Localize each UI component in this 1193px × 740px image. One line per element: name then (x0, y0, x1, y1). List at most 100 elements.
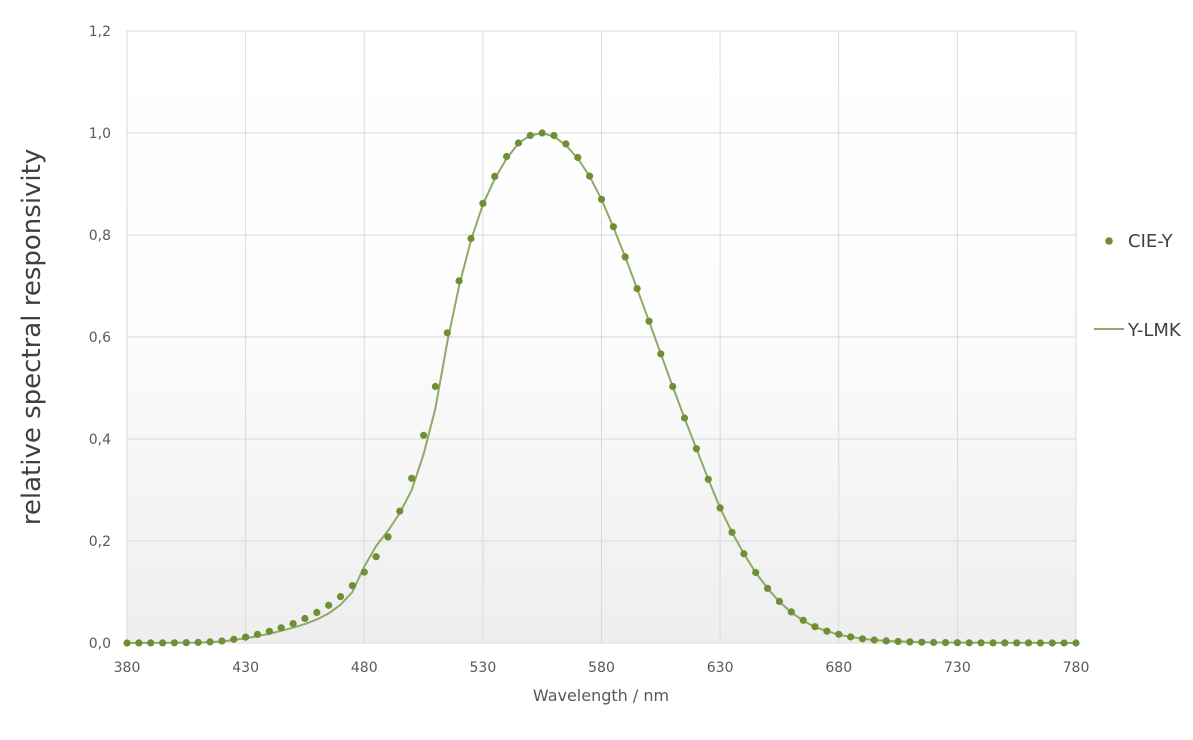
cie-y-point (1072, 639, 1080, 647)
y-tick-label: 1,2 (89, 24, 111, 40)
cie-y-point (562, 140, 570, 148)
x-tick-label: 480 (351, 660, 378, 676)
cie-y-point (965, 639, 973, 647)
y-tick-label: 0,2 (89, 534, 111, 550)
cie-y-point (716, 504, 724, 512)
cie-y-point (586, 172, 594, 180)
x-axis: 380 430 480 530 580 630 680 730 780 (114, 660, 1090, 676)
cie-y-point (348, 582, 356, 590)
cie-y-point (289, 620, 297, 628)
cie-y-point (135, 639, 143, 647)
cie-y-point (277, 624, 285, 632)
cie-y-point (336, 593, 345, 601)
cie-y-point (823, 627, 831, 635)
y-tick-label: 1,0 (89, 126, 111, 142)
y-axis: 0,0 0,2 0,4 0,6 0,8 1,0 1,2 (89, 24, 111, 652)
cie-y-point (1001, 639, 1009, 647)
y-axis-title: relative spectral responsivity (17, 149, 47, 526)
cie-y-point (918, 638, 926, 646)
cie-y-point (384, 533, 392, 541)
y-tick-label: 0,8 (89, 228, 111, 244)
cie-y-point (372, 553, 380, 561)
cie-y-point (360, 568, 368, 576)
cie-y-point (775, 597, 784, 606)
cie-y-point (538, 129, 546, 137)
cie-y-point (431, 382, 439, 391)
cie-y-point (514, 139, 523, 147)
cie-y-point (420, 431, 428, 439)
cie-y-point (1013, 639, 1021, 647)
cie-y-point (1060, 639, 1068, 647)
x-axis-title: Wavelength / nm (533, 686, 669, 705)
cie-y-point (1048, 639, 1056, 647)
cie-y-point (740, 550, 748, 558)
y-tick-label: 0,0 (89, 636, 111, 652)
x-tick-label: 430 (232, 660, 259, 676)
cie-y-point (870, 636, 878, 644)
x-tick-label: 580 (588, 660, 615, 676)
cie-y-point (704, 475, 712, 483)
cie-y-point (550, 131, 558, 140)
cie-y-point (941, 639, 950, 647)
cie-y-point (858, 635, 867, 643)
cie-y-point (906, 638, 914, 646)
cie-y-point (123, 639, 131, 647)
cie-y-point (847, 633, 855, 641)
cie-y-point (170, 639, 178, 647)
cie-y-point (645, 317, 653, 325)
legend: CIE-Y Y-LMK (1094, 231, 1182, 341)
cie-y-point (1024, 639, 1033, 647)
cie-y-point (894, 637, 902, 646)
x-tick-label: 380 (114, 660, 141, 676)
cie-y-point (989, 639, 997, 647)
cie-y-point (182, 639, 190, 647)
cie-y-point (1036, 639, 1044, 647)
cie-y-point (313, 608, 321, 617)
cie-y-point (301, 614, 309, 623)
cie-y-point (680, 414, 689, 422)
series-cie-y (123, 129, 1080, 647)
cie-y-point (799, 616, 807, 624)
cie-y-point (692, 445, 701, 453)
cie-y-point (230, 635, 238, 643)
cie-y-point (930, 638, 938, 647)
x-tick-label: 680 (825, 660, 852, 676)
cie-y-point (206, 638, 214, 646)
cie-y-point (479, 199, 487, 207)
y-tick-label: 0,4 (89, 432, 111, 448)
cie-y-point (455, 277, 463, 285)
cie-y-point (882, 637, 890, 645)
cie-y-point (574, 153, 582, 162)
cie-y-point (621, 253, 629, 261)
cie-y-point (835, 630, 843, 638)
cie-y-point (253, 630, 262, 639)
cie-y-point (764, 584, 772, 593)
cie-y-point (194, 638, 202, 647)
cie-y-point (491, 172, 499, 180)
x-tick-label: 780 (1063, 660, 1090, 676)
cie-y-point (787, 608, 795, 616)
cie-y-point (811, 623, 819, 631)
y-tick-label: 0,6 (89, 330, 111, 346)
cie-y-point (977, 639, 985, 647)
cie-y-point (325, 601, 333, 609)
cie-y-point (953, 639, 962, 647)
cie-y-point (657, 350, 665, 358)
cie-y-point (467, 234, 475, 243)
cie-y-point (752, 568, 760, 577)
legend-marker-cie-y (1105, 237, 1113, 245)
cie-y-point (218, 637, 226, 645)
cie-y-point (396, 507, 404, 515)
legend-label-y-lmk: Y-LMK (1127, 320, 1182, 341)
cie-y-point (503, 152, 511, 161)
cie-y-point (609, 223, 618, 231)
x-tick-label: 530 (470, 660, 497, 676)
x-tick-label: 630 (707, 660, 734, 676)
cie-y-point (526, 131, 534, 140)
cie-y-point (159, 639, 167, 647)
cie-y-point (597, 195, 606, 203)
cie-y-point (669, 382, 677, 391)
cie-y-point (633, 285, 641, 293)
legend-label-cie-y: CIE-Y (1128, 231, 1174, 252)
